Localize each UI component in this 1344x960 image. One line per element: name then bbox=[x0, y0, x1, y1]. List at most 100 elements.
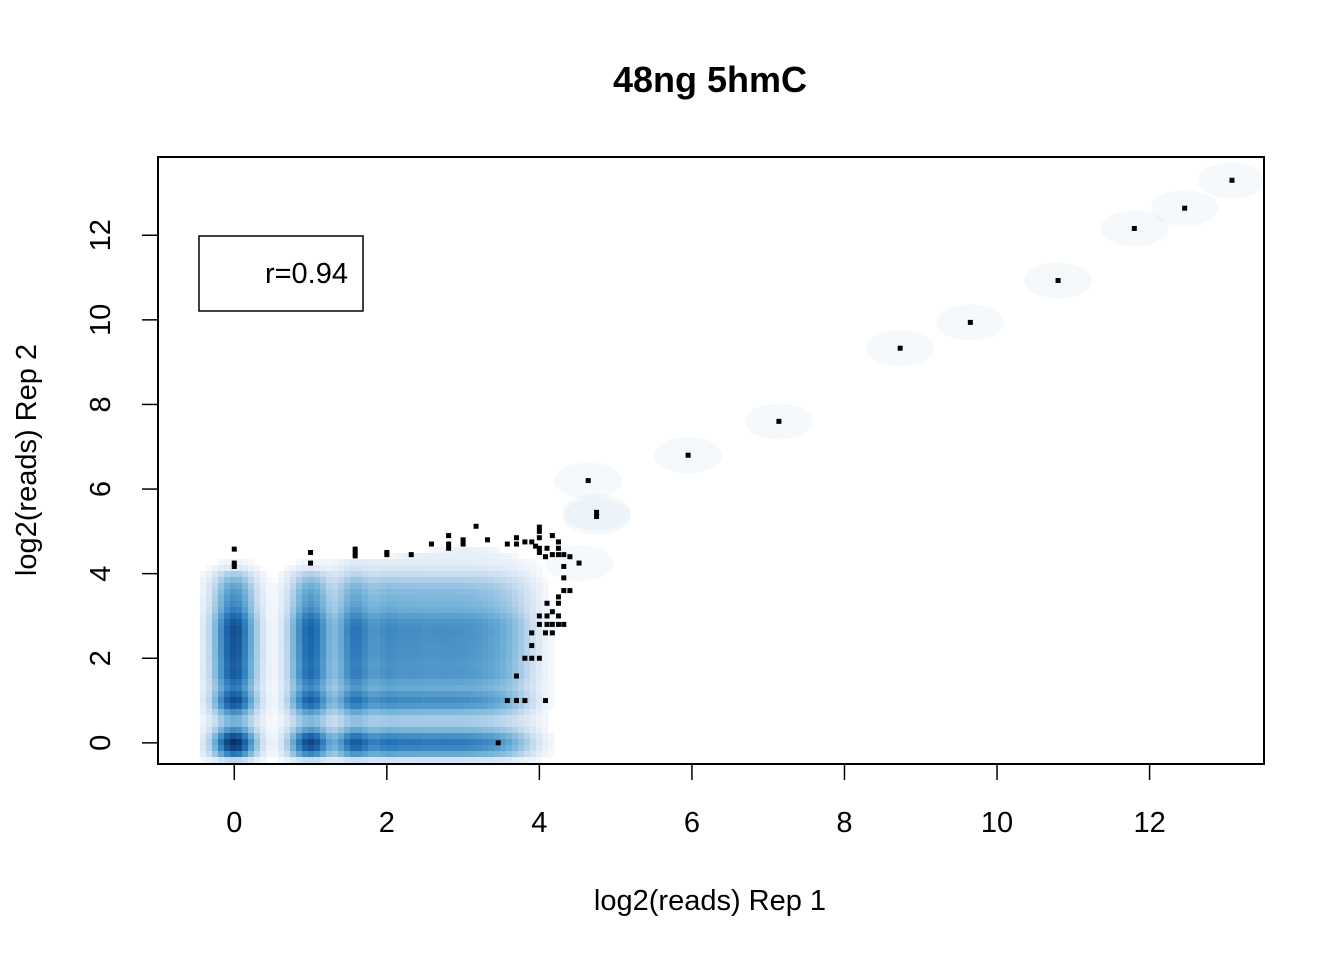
density-cell bbox=[518, 631, 525, 638]
density-cell bbox=[320, 655, 327, 662]
density-cell bbox=[320, 691, 327, 698]
density-cell bbox=[458, 679, 465, 686]
density-cell bbox=[404, 643, 411, 650]
density-cell bbox=[254, 727, 261, 734]
density-cell bbox=[374, 709, 381, 716]
density-cell bbox=[332, 649, 339, 656]
density-cell bbox=[278, 691, 285, 698]
density-cell bbox=[398, 571, 405, 578]
density-cell bbox=[308, 751, 315, 758]
density-cell bbox=[350, 601, 357, 608]
density-cell bbox=[392, 565, 399, 572]
density-cell bbox=[242, 679, 249, 686]
density-cell bbox=[410, 649, 417, 656]
density-cell bbox=[278, 631, 285, 638]
density-cell bbox=[368, 721, 375, 728]
density-cell bbox=[278, 661, 285, 668]
density-cell bbox=[332, 661, 339, 668]
density-cell bbox=[392, 745, 399, 752]
density-cell bbox=[416, 757, 423, 764]
density-cell bbox=[476, 679, 483, 686]
density-cell bbox=[434, 583, 441, 590]
density-cell bbox=[284, 595, 291, 602]
density-cell bbox=[332, 751, 339, 758]
density-cell bbox=[530, 583, 537, 590]
scatter-point bbox=[504, 541, 510, 547]
density-cell bbox=[206, 613, 213, 620]
density-cell bbox=[320, 733, 327, 740]
scatter-point bbox=[231, 560, 237, 566]
density-cell bbox=[326, 745, 333, 752]
density-cell bbox=[308, 631, 315, 638]
density-cell bbox=[350, 703, 357, 710]
density-cell bbox=[218, 667, 225, 674]
density-cell bbox=[500, 583, 507, 590]
density-cell bbox=[230, 691, 237, 698]
density-cell bbox=[350, 619, 357, 626]
density-cell bbox=[290, 583, 297, 590]
density-cell bbox=[446, 571, 453, 578]
density-cell bbox=[416, 565, 423, 572]
density-cell bbox=[530, 559, 537, 566]
density-cell bbox=[224, 733, 231, 740]
density-cell bbox=[404, 709, 411, 716]
density-cell bbox=[518, 589, 525, 596]
density-cell bbox=[542, 751, 549, 758]
density-cell bbox=[224, 667, 231, 674]
density-cell bbox=[380, 571, 387, 578]
density-cell bbox=[518, 643, 525, 650]
density-cell bbox=[452, 721, 459, 728]
density-cell bbox=[206, 619, 213, 626]
density-cell bbox=[482, 733, 489, 740]
density-cell bbox=[500, 739, 507, 746]
density-cell bbox=[350, 727, 357, 734]
density-cell bbox=[368, 757, 375, 764]
density-cell bbox=[332, 673, 339, 680]
density-cell bbox=[290, 595, 297, 602]
density-cell bbox=[308, 757, 315, 764]
density-cell bbox=[464, 655, 471, 662]
x-axis: 0 2 4 6 8 10 12 bbox=[226, 763, 1166, 839]
density-cell bbox=[224, 577, 231, 584]
density-cell bbox=[302, 613, 309, 620]
density-cell bbox=[296, 649, 303, 656]
density-cell bbox=[290, 625, 297, 632]
density-cell bbox=[314, 721, 321, 728]
density-cell bbox=[470, 703, 477, 710]
density-cell bbox=[230, 589, 237, 596]
density-cell bbox=[458, 691, 465, 698]
density-cell bbox=[416, 601, 423, 608]
density-cell bbox=[518, 583, 525, 590]
density-cell bbox=[302, 667, 309, 674]
density-cell bbox=[446, 709, 453, 716]
density-cell bbox=[452, 757, 459, 764]
density-cell bbox=[386, 721, 393, 728]
scatter-point bbox=[352, 553, 358, 559]
density-cell bbox=[290, 661, 297, 668]
density-cell bbox=[338, 649, 345, 656]
density-cell bbox=[356, 571, 363, 578]
density-cell bbox=[332, 625, 339, 632]
density-cell bbox=[362, 607, 369, 614]
density-cell bbox=[446, 685, 453, 692]
density-cell bbox=[350, 631, 357, 638]
density-cell bbox=[314, 697, 321, 704]
density-cell bbox=[476, 583, 483, 590]
density-cell bbox=[434, 733, 441, 740]
density-cell bbox=[446, 637, 453, 644]
density-cell bbox=[368, 637, 375, 644]
density-cell bbox=[314, 601, 321, 608]
density-cell bbox=[434, 715, 441, 722]
density-cell bbox=[362, 583, 369, 590]
density-cell bbox=[482, 661, 489, 668]
density-cell bbox=[368, 607, 375, 614]
density-cell bbox=[212, 619, 219, 626]
density-cell bbox=[458, 559, 465, 566]
density-cell bbox=[380, 697, 387, 704]
density-cell bbox=[494, 571, 501, 578]
density-cell bbox=[344, 655, 351, 662]
density-cell bbox=[422, 637, 429, 644]
density-cell bbox=[200, 691, 207, 698]
density-cell bbox=[428, 691, 435, 698]
density-cell bbox=[452, 673, 459, 680]
